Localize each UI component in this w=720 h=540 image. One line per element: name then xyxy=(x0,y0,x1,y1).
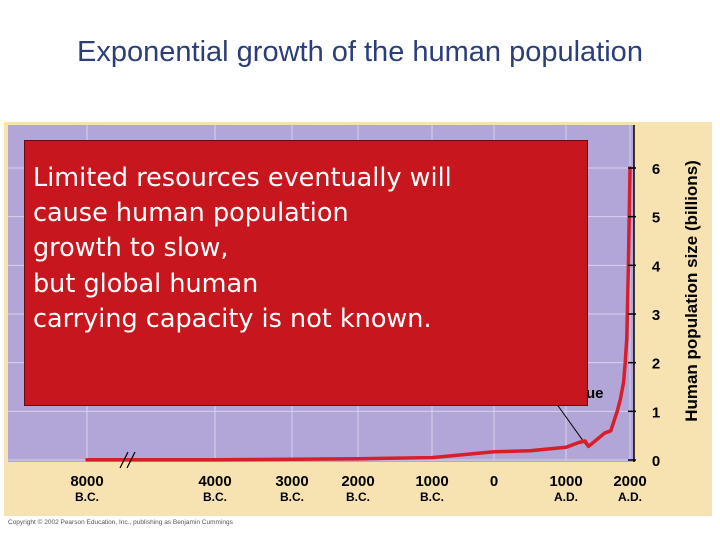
annotation-label: ue xyxy=(586,385,604,402)
callout-text: Limited resources eventually will cause … xyxy=(33,163,452,334)
x-tick-era: A.D. xyxy=(618,490,642,504)
axes: 01234568000B.C.4000B.C.3000B.C.2000B.C.1… xyxy=(70,125,661,504)
axis-break-mark xyxy=(119,451,129,469)
copyright-notice: Copyright © 2002 Pearson Education, Inc.… xyxy=(8,519,233,526)
x-tick-era: B.C. xyxy=(280,490,304,504)
annotation-layer: ue xyxy=(555,385,604,446)
x-tick-label: 8000 xyxy=(70,473,103,490)
x-tick-era: B.C. xyxy=(203,490,227,504)
y-tick-label: 5 xyxy=(652,210,660,227)
callout-box: Limited resources eventually will cause … xyxy=(24,140,588,406)
y-tick-label: 2 xyxy=(652,356,660,373)
x-tick-era: B.C. xyxy=(75,490,99,504)
x-tick-label: 0 xyxy=(490,473,498,490)
slide-title: Exponential growth of the human populati… xyxy=(77,36,643,68)
x-tick-era: A.D. xyxy=(554,490,578,504)
y-tick-label: 1 xyxy=(652,404,660,421)
x-tick-label: 4000 xyxy=(198,473,231,490)
y-tick-label: 0 xyxy=(652,453,660,470)
x-tick-label: 3000 xyxy=(275,473,308,490)
axis-break-mark xyxy=(126,451,136,469)
x-tick-label: 2000 xyxy=(613,473,646,490)
y-tick-label: 3 xyxy=(652,307,660,324)
y-axis-title: Human population size (billions) xyxy=(682,160,701,422)
x-tick-label: 1000 xyxy=(415,473,448,490)
x-tick-era: B.C. xyxy=(346,490,370,504)
y-tick-label: 4 xyxy=(652,258,661,275)
population-line xyxy=(85,166,632,462)
x-tick-era: B.C. xyxy=(420,490,444,504)
annotation-pointer xyxy=(555,402,587,446)
x-tick-label: 1000 xyxy=(549,473,582,490)
y-tick-label: 6 xyxy=(652,161,660,178)
x-tick-label: 2000 xyxy=(341,473,374,490)
